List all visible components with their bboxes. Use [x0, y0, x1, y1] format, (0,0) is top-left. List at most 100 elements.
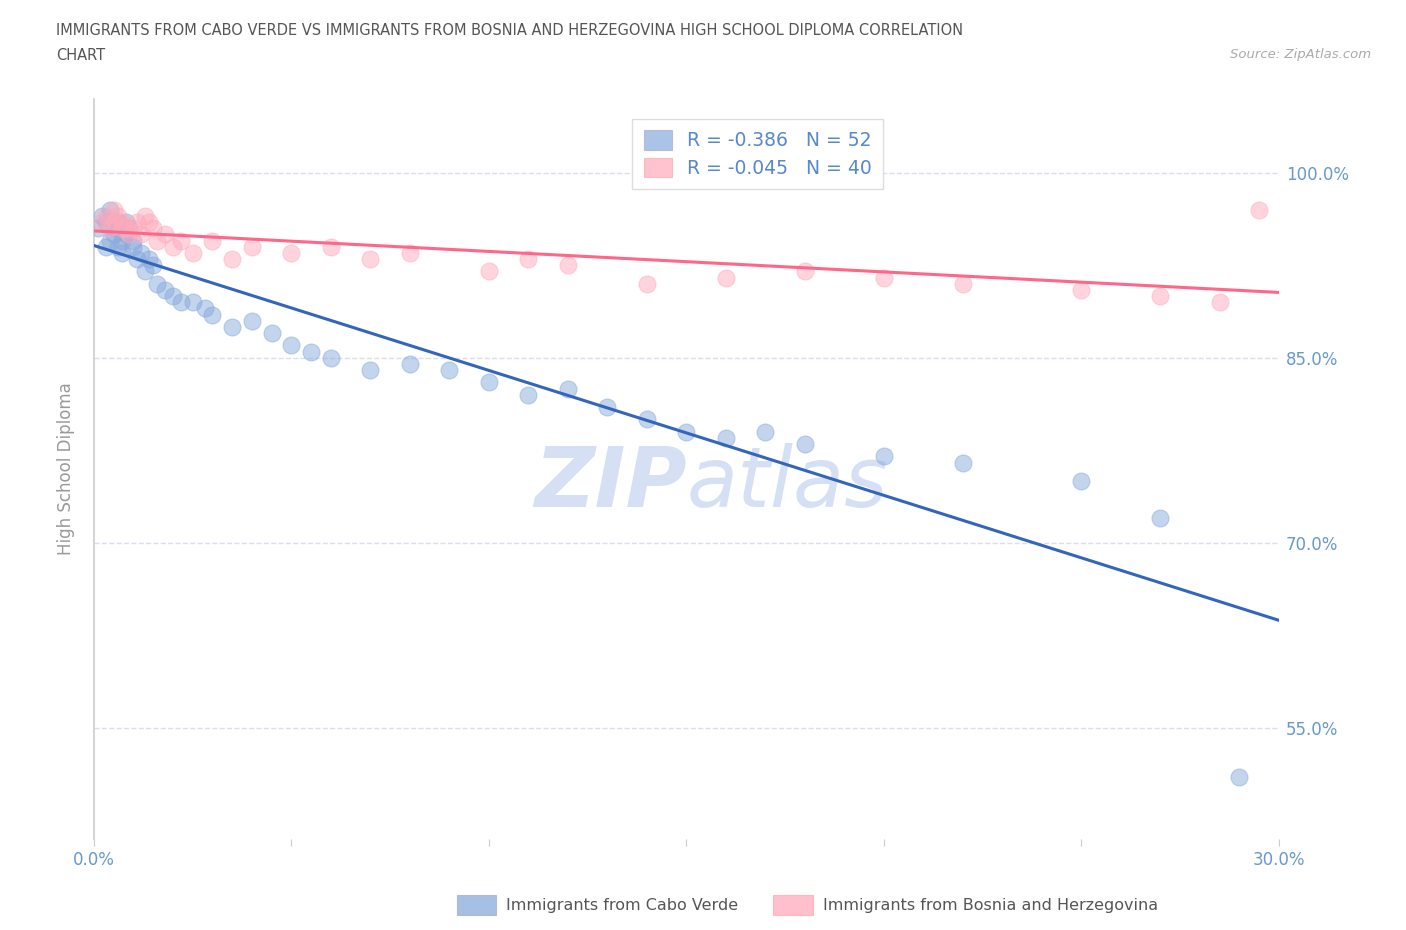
- Point: [90, 215, 112, 230]
- Point: [754, 424, 776, 439]
- Text: Immigrants from Cabo Verde: Immigrants from Cabo Verde: [506, 898, 738, 913]
- Point: [146, 233, 169, 248]
- Point: [122, 233, 145, 248]
- FancyBboxPatch shape: [773, 895, 813, 915]
- Point: [110, 220, 132, 235]
- Point: [127, 215, 149, 230]
- Point: [636, 276, 658, 291]
- Point: [94, 208, 117, 223]
- Point: [110, 246, 132, 260]
- Point: [142, 258, 165, 272]
- Point: [201, 233, 224, 248]
- Point: [517, 387, 540, 402]
- Text: Source: ZipAtlas.com: Source: ZipAtlas.com: [1230, 48, 1371, 61]
- Point: [103, 215, 125, 230]
- Point: [952, 455, 974, 470]
- Text: Immigrants from Bosnia and Herzegovina: Immigrants from Bosnia and Herzegovina: [823, 898, 1157, 913]
- Point: [280, 246, 302, 260]
- Point: [1227, 770, 1250, 785]
- Point: [319, 351, 342, 365]
- Point: [122, 239, 145, 254]
- Point: [557, 258, 579, 272]
- Point: [153, 227, 176, 242]
- Point: [280, 338, 302, 352]
- Point: [131, 246, 153, 260]
- Point: [134, 208, 156, 223]
- Point: [131, 227, 153, 242]
- Point: [201, 307, 224, 322]
- Point: [299, 344, 322, 359]
- Point: [1070, 283, 1092, 298]
- Point: [439, 363, 461, 378]
- Point: [142, 220, 165, 235]
- Point: [170, 295, 193, 310]
- Point: [107, 215, 129, 230]
- Point: [1249, 202, 1271, 217]
- Point: [110, 233, 132, 248]
- Point: [122, 220, 145, 235]
- Point: [1070, 473, 1092, 488]
- Point: [193, 301, 215, 316]
- Point: [103, 227, 125, 242]
- Y-axis label: High School Diploma: High School Diploma: [58, 382, 75, 555]
- Point: [359, 363, 381, 378]
- Point: [260, 326, 283, 340]
- Point: [359, 252, 381, 267]
- Point: [793, 436, 815, 451]
- Point: [114, 227, 136, 242]
- Point: [240, 239, 263, 254]
- Point: [221, 319, 243, 334]
- Point: [138, 215, 160, 230]
- Point: [103, 220, 125, 235]
- Point: [114, 220, 136, 235]
- Point: [146, 276, 169, 291]
- Point: [134, 264, 156, 279]
- Point: [110, 215, 132, 230]
- Point: [557, 381, 579, 396]
- Point: [114, 215, 136, 230]
- Point: [1149, 511, 1171, 525]
- Point: [478, 375, 501, 390]
- Point: [138, 252, 160, 267]
- Point: [596, 400, 619, 415]
- Point: [517, 252, 540, 267]
- Point: [675, 424, 697, 439]
- Point: [107, 208, 129, 223]
- Point: [103, 202, 125, 217]
- Point: [221, 252, 243, 267]
- Point: [793, 264, 815, 279]
- Point: [1208, 295, 1230, 310]
- Point: [162, 239, 184, 254]
- Point: [127, 252, 149, 267]
- Point: [170, 233, 193, 248]
- Point: [118, 220, 141, 235]
- Point: [873, 270, 896, 285]
- Text: ZIP: ZIP: [534, 443, 686, 524]
- Point: [399, 356, 422, 371]
- Point: [90, 208, 112, 223]
- Point: [162, 288, 184, 303]
- Point: [714, 431, 737, 445]
- Point: [240, 313, 263, 328]
- Text: atlas: atlas: [686, 443, 889, 524]
- Point: [98, 233, 121, 248]
- Point: [98, 220, 121, 235]
- Point: [94, 215, 117, 230]
- Point: [181, 246, 204, 260]
- Point: [319, 239, 342, 254]
- FancyBboxPatch shape: [457, 895, 496, 915]
- Point: [94, 239, 117, 254]
- Point: [98, 202, 121, 217]
- Point: [478, 264, 501, 279]
- Point: [107, 239, 129, 254]
- Point: [1149, 288, 1171, 303]
- Point: [714, 270, 737, 285]
- Point: [873, 449, 896, 464]
- Text: IMMIGRANTS FROM CABO VERDE VS IMMIGRANTS FROM BOSNIA AND HERZEGOVINA HIGH SCHOOL: IMMIGRANTS FROM CABO VERDE VS IMMIGRANTS…: [56, 23, 963, 38]
- Text: CHART: CHART: [56, 48, 105, 63]
- Point: [153, 283, 176, 298]
- Point: [636, 412, 658, 427]
- Point: [952, 276, 974, 291]
- Point: [118, 227, 141, 242]
- Legend: R = -0.386   N = 52, R = -0.045   N = 40: R = -0.386 N = 52, R = -0.045 N = 40: [633, 119, 883, 189]
